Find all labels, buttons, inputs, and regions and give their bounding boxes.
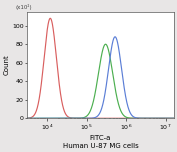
X-axis label: FITC-a
Human U-87 MG cells: FITC-a Human U-87 MG cells: [62, 135, 138, 149]
Text: (x10²): (x10²): [16, 4, 32, 10]
Y-axis label: Count: Count: [4, 55, 10, 75]
